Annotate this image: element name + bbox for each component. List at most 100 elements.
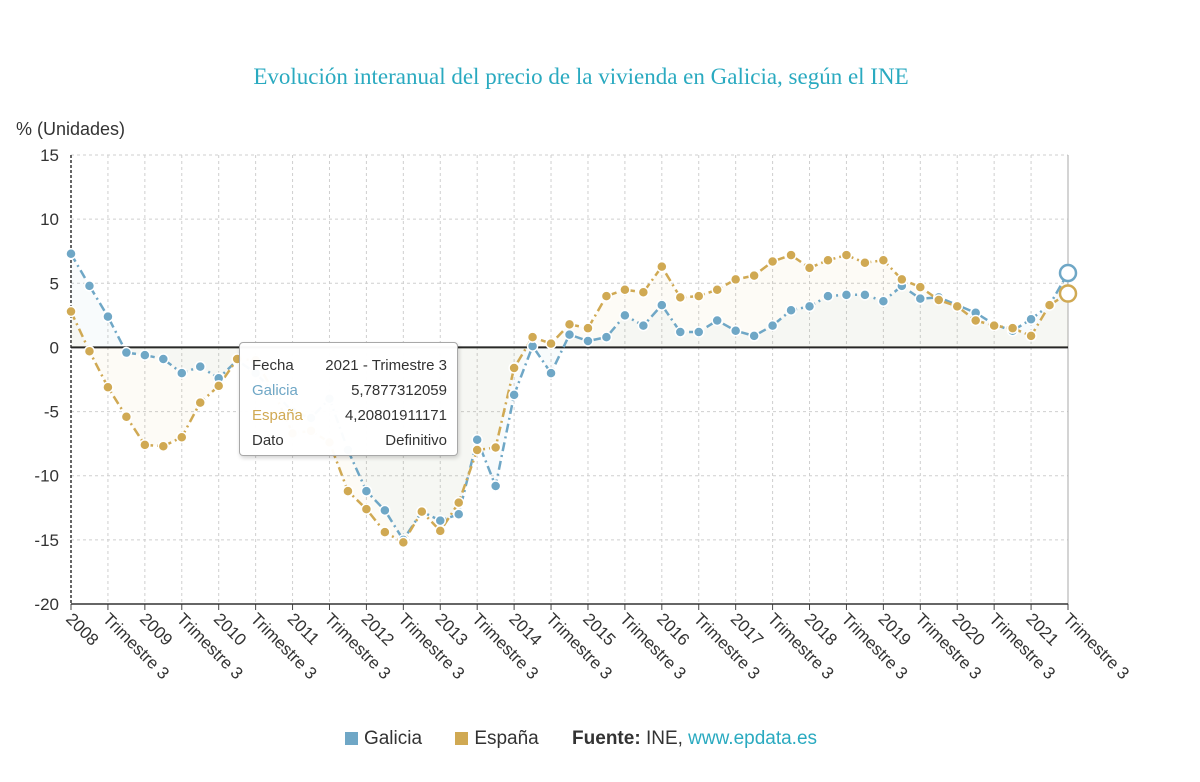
data-point-espana xyxy=(877,254,890,266)
data-point-galicia xyxy=(489,480,502,492)
y-tick-label: -10 xyxy=(34,467,59,486)
chart-legend: Galicia España Fuente: INE, www.epdata.e… xyxy=(0,728,1162,750)
data-point-galicia xyxy=(822,290,834,302)
x-tick-label: 2008 xyxy=(62,609,102,649)
data-point-galicia xyxy=(600,331,613,343)
data-point-espana xyxy=(83,345,96,358)
data-point-galicia xyxy=(452,508,465,520)
source-label: Fuente: xyxy=(572,728,641,749)
legend-swatch-galicia xyxy=(344,732,358,745)
data-point-espana xyxy=(803,262,816,274)
data-point-espana xyxy=(951,300,963,313)
y-tick-label: 5 xyxy=(50,274,59,293)
data-point-galicia xyxy=(692,326,705,338)
data-point-galicia xyxy=(840,289,853,301)
data-point-espana xyxy=(397,536,410,549)
data-point-espana xyxy=(102,381,114,393)
area-fill-galicia xyxy=(71,253,1068,540)
data-point-espana xyxy=(674,291,687,304)
legend-item-espana[interactable]: España xyxy=(455,728,539,750)
data-point-galicia xyxy=(379,504,391,517)
data-point-espana xyxy=(434,525,447,537)
y-tick-label: 10 xyxy=(40,210,59,229)
data-point-espana xyxy=(729,273,742,286)
data-point-galicia xyxy=(859,289,871,301)
data-point-espana xyxy=(1006,322,1019,334)
area-fill-espana xyxy=(71,255,1068,543)
tooltip-galicia-label: Galicia xyxy=(252,382,298,399)
source-note: Fuente: INE, www.epdata.es xyxy=(572,728,817,750)
legend-item-galicia[interactable]: Galicia xyxy=(344,728,423,750)
source-name: INE, xyxy=(645,728,683,749)
data-point-galicia xyxy=(83,280,96,292)
y-tick-label: 0 xyxy=(50,338,59,357)
data-point-espana xyxy=(711,283,723,296)
data-point-espana xyxy=(785,249,797,261)
data-point-galicia xyxy=(619,309,631,322)
data-point-espana xyxy=(933,294,945,306)
y-tick-label: -15 xyxy=(34,531,59,550)
data-point-espana xyxy=(859,257,871,269)
tooltip-dato-label: Dato xyxy=(252,432,284,449)
area-fill-layer xyxy=(71,253,1068,543)
data-point-galicia xyxy=(139,349,151,361)
data-point-espana xyxy=(471,444,483,456)
chart-title: Evolución interanual del precio de la vi… xyxy=(253,64,909,89)
data-point-galicia xyxy=(674,326,687,338)
data-point-espana xyxy=(526,331,539,343)
data-point-galicia xyxy=(711,314,723,327)
data-point-espana xyxy=(452,496,465,509)
data-point-galicia xyxy=(563,328,576,341)
data-point-espana xyxy=(748,269,760,282)
y-tick-label: 15 xyxy=(40,146,59,165)
data-point-espana xyxy=(692,290,705,302)
data-point-galicia xyxy=(1058,263,1078,283)
data-point-galicia xyxy=(803,300,816,313)
data-point-espana xyxy=(656,260,668,273)
legend-swatch-espana xyxy=(455,732,469,745)
data-point-galicia xyxy=(785,304,797,316)
data-point-espana xyxy=(545,337,557,350)
data-point-galicia xyxy=(120,346,133,359)
source-link[interactable]: www.epdata.es xyxy=(688,728,818,749)
tooltip-dato-value: Definitivo xyxy=(385,432,447,449)
data-point-galicia xyxy=(914,292,927,305)
data-point-espana xyxy=(65,305,77,318)
data-point-galicia xyxy=(877,295,890,307)
data-point-espana xyxy=(508,362,520,374)
data-point-galicia xyxy=(766,319,779,332)
y-tick-label: -5 xyxy=(44,403,59,422)
data-point-espana xyxy=(342,485,354,497)
data-point-galicia xyxy=(1025,313,1037,325)
data-point-espana xyxy=(1043,299,1056,311)
data-point-galicia xyxy=(637,319,650,332)
data-point-espana xyxy=(766,255,779,268)
data-point-espana xyxy=(194,396,206,409)
data-point-espana xyxy=(969,314,982,327)
data-point-galicia xyxy=(157,353,170,365)
data-point-espana xyxy=(120,410,133,423)
data-point-galicia xyxy=(360,485,373,497)
axis-layer xyxy=(70,155,1069,610)
legend-label-galicia: Galicia xyxy=(363,728,423,749)
data-tooltip: Fecha 2021 - Trimestre 3 Galicia 5,7877312… xyxy=(239,342,458,456)
data-point-espana xyxy=(619,283,631,296)
y-tick-label: -20 xyxy=(34,595,59,614)
data-point-galicia xyxy=(656,299,668,311)
point-layer xyxy=(65,248,1078,549)
legend-label-espana: España xyxy=(474,728,539,749)
tooltip-galicia-value: 5,7877312059 xyxy=(351,382,447,399)
data-point-espana xyxy=(582,322,594,334)
tooltip-espana-value: 4,20801911171 xyxy=(344,407,447,424)
data-point-galicia xyxy=(471,434,483,446)
data-point-galicia xyxy=(194,360,206,373)
data-point-galicia xyxy=(176,367,188,379)
tooltip-fecha-label: Fecha xyxy=(252,357,294,374)
data-point-espana xyxy=(1058,284,1078,303)
data-point-galicia xyxy=(102,310,114,323)
data-point-galicia xyxy=(582,335,594,347)
data-point-espana xyxy=(139,439,151,451)
data-point-espana xyxy=(914,281,927,293)
data-point-espana xyxy=(157,440,170,452)
